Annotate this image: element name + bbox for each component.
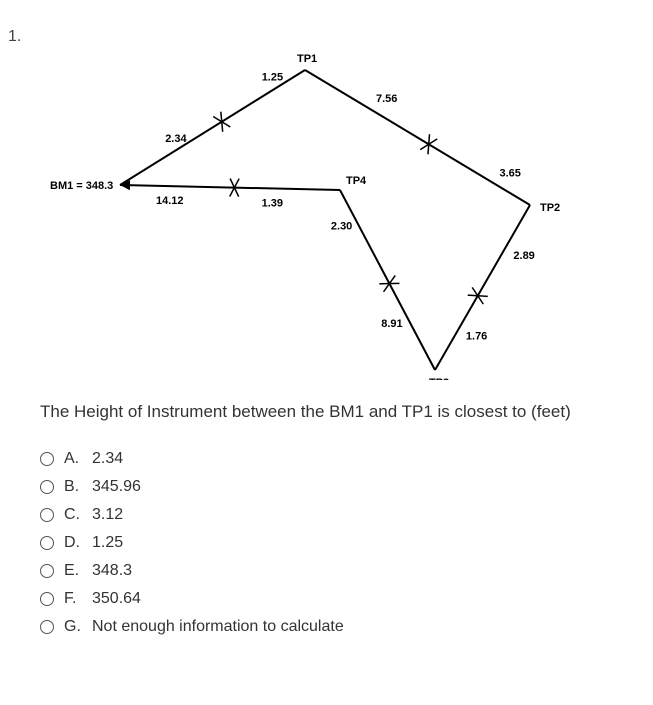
options-list: A.2.34B.345.96C.3.12D.1.25E.348.3F.350.6…: [40, 440, 620, 646]
diagram-edge: [435, 205, 530, 370]
radio-icon[interactable]: [40, 536, 54, 550]
option-row[interactable]: G.Not enough information to calculate: [40, 618, 620, 636]
option-text: 2.34: [92, 450, 123, 468]
tick-mark: [221, 112, 223, 132]
option-row[interactable]: B.345.96: [40, 478, 620, 496]
radio-icon[interactable]: [40, 508, 54, 522]
question-number: 1.: [8, 28, 21, 46]
reading-label: 8.91: [381, 318, 402, 330]
option-letter: B.: [64, 478, 92, 496]
option-letter: D.: [64, 534, 92, 552]
option-row[interactable]: D.1.25: [40, 534, 620, 552]
diagram-edge: [120, 185, 340, 190]
diagram-edge: [340, 190, 435, 370]
reading-label: 1.39: [262, 197, 283, 209]
option-letter: F.: [64, 590, 92, 608]
reading-label: 2.30: [331, 221, 352, 233]
reading-label: 2.34: [165, 133, 187, 145]
reading-label: 1.25: [262, 72, 283, 84]
radio-icon[interactable]: [40, 620, 54, 634]
point-label: TP3: [429, 377, 449, 380]
reading-label: 3.65: [500, 168, 521, 180]
option-text: 1.25: [92, 534, 123, 552]
option-row[interactable]: A.2.34: [40, 450, 620, 468]
question-text: The Height of Instrument between the BM1…: [40, 400, 640, 424]
reading-label: 1.76: [466, 331, 487, 343]
radio-icon[interactable]: [40, 592, 54, 606]
option-text: 3.12: [92, 506, 123, 524]
option-text: 350.64: [92, 590, 141, 608]
option-letter: A.: [64, 450, 92, 468]
option-letter: E.: [64, 562, 92, 580]
option-text: Not enough information to calculate: [92, 618, 344, 636]
option-letter: C.: [64, 506, 92, 524]
option-row[interactable]: E.348.3: [40, 562, 620, 580]
reading-label: 7.56: [376, 93, 397, 105]
option-text: 345.96: [92, 478, 141, 496]
reading-label: 14.12: [156, 195, 184, 207]
radio-icon[interactable]: [40, 564, 54, 578]
option-text: 348.3: [92, 562, 132, 580]
reading-label: 2.89: [513, 250, 534, 262]
point-label: TP2: [540, 202, 560, 214]
option-row[interactable]: C.3.12: [40, 506, 620, 524]
diagram-edge: [305, 70, 530, 205]
point-label: BM1 = 348.3: [50, 180, 113, 192]
radio-icon[interactable]: [40, 452, 54, 466]
survey-diagram: 2.34 1.25 7.56 3.65 2.89 1.76 8.91 2.30 1.39 14.1…: [50, 50, 580, 380]
option-row[interactable]: F.350.64: [40, 590, 620, 608]
option-letter: G.: [64, 618, 92, 636]
diagram-edge: [120, 70, 305, 185]
point-label: TP4: [346, 175, 367, 187]
radio-icon[interactable]: [40, 480, 54, 494]
point-label: TP1: [297, 53, 317, 65]
